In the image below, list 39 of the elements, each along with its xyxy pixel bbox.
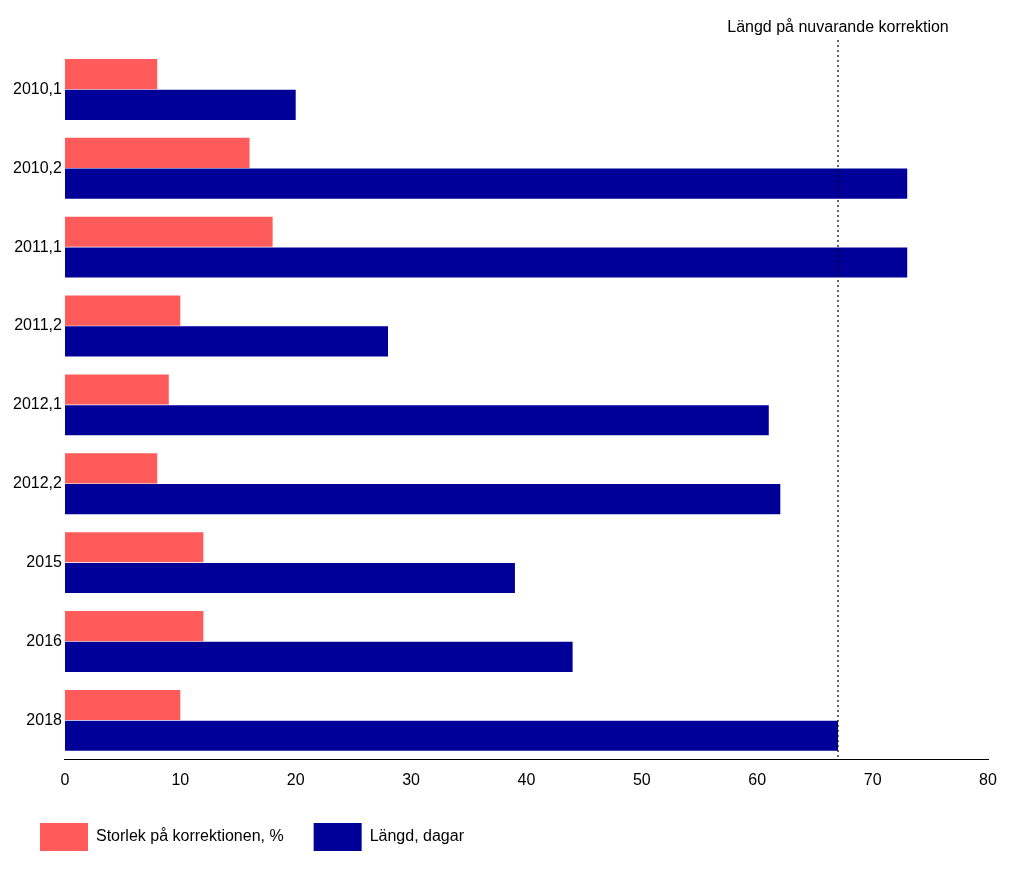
bar [64, 137, 250, 168]
y-tick-label: 2016 [26, 631, 63, 649]
bar [64, 374, 169, 405]
x-tick-label: 20 [286, 770, 305, 788]
y-tick-label: 2011,1 [14, 237, 63, 255]
bar [64, 89, 296, 120]
x-tick-label: 30 [402, 770, 421, 788]
x-tick-label: 40 [517, 770, 536, 788]
bar [64, 562, 515, 594]
y-tick-label: 2010,1 [13, 79, 63, 97]
x-tick-label: 70 [863, 770, 882, 788]
x-tick-label: 0 [60, 770, 70, 788]
x-tick-label: 10 [171, 770, 190, 788]
bar [64, 641, 573, 672]
y-tick-label: 2011,2 [14, 316, 63, 334]
bar [64, 58, 158, 90]
bar [64, 326, 389, 357]
x-tick-label: 60 [748, 770, 767, 788]
bar [64, 247, 908, 278]
y-tick-label: 2015 [26, 553, 63, 571]
bar [64, 484, 781, 515]
y-tick-label: 2018 [26, 710, 63, 728]
x-tick-label: 80 [979, 770, 997, 788]
legend-label: Längd, dagar [369, 827, 465, 845]
y-tick-label: 2010,2 [13, 158, 63, 176]
bar [64, 405, 769, 436]
y-tick-label: 2012,2 [13, 474, 63, 492]
bar [64, 216, 273, 247]
x-tick-label: 50 [632, 770, 651, 788]
legend-label: Storlek på korrektionen, % [96, 827, 284, 845]
bar [64, 453, 158, 484]
bar [64, 295, 181, 326]
ref-line-label: Längd på nuvarande korrektion [727, 18, 949, 36]
bar [64, 720, 838, 751]
bar [64, 689, 181, 721]
bar [64, 168, 908, 199]
bar [64, 532, 204, 563]
y-tick-label: 2012,1 [13, 395, 63, 413]
bar [64, 611, 204, 642]
